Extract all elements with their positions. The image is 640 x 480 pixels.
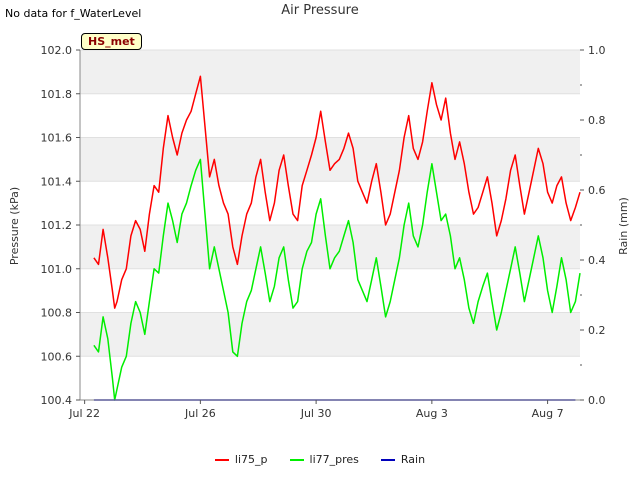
y2-tick-label: 0.6 bbox=[588, 184, 606, 197]
y2-axis-label: Rain (mm) bbox=[617, 197, 630, 255]
chart-title: Air Pressure bbox=[281, 3, 359, 18]
x-tick-label: Jul 22 bbox=[68, 407, 100, 420]
station-badge: HS_met bbox=[81, 33, 142, 50]
legend-label-rain: Rain bbox=[400, 453, 426, 466]
series-line-li75-p bbox=[93, 75, 581, 309]
legend-swatch-li77-pres bbox=[289, 458, 304, 461]
legend-item-rain[interactable]: Rain bbox=[380, 453, 426, 466]
y-tick-label: 101.4 bbox=[41, 175, 73, 188]
tick-labels: 100.4 100.6 100.8 101.0 101.2 101.4 101.6 101.8… bbox=[41, 44, 606, 420]
no-data-note: No data for f_WaterLevel bbox=[5, 7, 142, 20]
y2-tick-label: 1.0 bbox=[588, 44, 606, 57]
y2-tick-label: 0.8 bbox=[588, 114, 606, 127]
plot-band bbox=[80, 225, 580, 269]
legend-item-li75-p[interactable]: li75_p bbox=[214, 453, 268, 466]
x-tick-label: Aug 3 bbox=[416, 407, 448, 420]
series-line-li77-pres bbox=[93, 158, 581, 401]
legend-label-li75-p: li75_p bbox=[234, 453, 268, 466]
y2-tick-label: 0.0 bbox=[588, 394, 606, 407]
y-tick-label: 100.6 bbox=[41, 350, 73, 363]
y-tick-label: 101.8 bbox=[41, 88, 73, 101]
legend-swatch-li75-p bbox=[214, 458, 229, 461]
y-tick-label: 101.6 bbox=[41, 132, 73, 145]
plot-band bbox=[80, 50, 580, 94]
legend-item-li77-pres[interactable]: li77_pres bbox=[289, 453, 359, 466]
plot-band bbox=[80, 312, 580, 357]
y-tick-label: 100.8 bbox=[41, 307, 73, 320]
plot-band bbox=[80, 137, 580, 182]
x-tick-label: Aug 7 bbox=[532, 407, 564, 420]
legend-label-li77-pres: li77_pres bbox=[309, 453, 359, 466]
y-tick-label: 101.2 bbox=[41, 219, 73, 232]
legend-swatch-rain bbox=[380, 458, 395, 461]
y2-tick-label: 0.4 bbox=[588, 254, 606, 267]
x-tick-label: Jul 30 bbox=[300, 407, 332, 420]
legend: li75_p li77_pres Rain bbox=[0, 453, 640, 466]
y-tick-label: 100.4 bbox=[41, 394, 73, 407]
y2-tick-label: 0.2 bbox=[588, 324, 606, 337]
y-axis-label: Pressure (kPa) bbox=[8, 187, 21, 265]
y-tick-label: 102.0 bbox=[41, 44, 73, 57]
y-tick-label: 101.0 bbox=[41, 263, 73, 276]
x-tick-label: Jul 26 bbox=[184, 407, 216, 420]
